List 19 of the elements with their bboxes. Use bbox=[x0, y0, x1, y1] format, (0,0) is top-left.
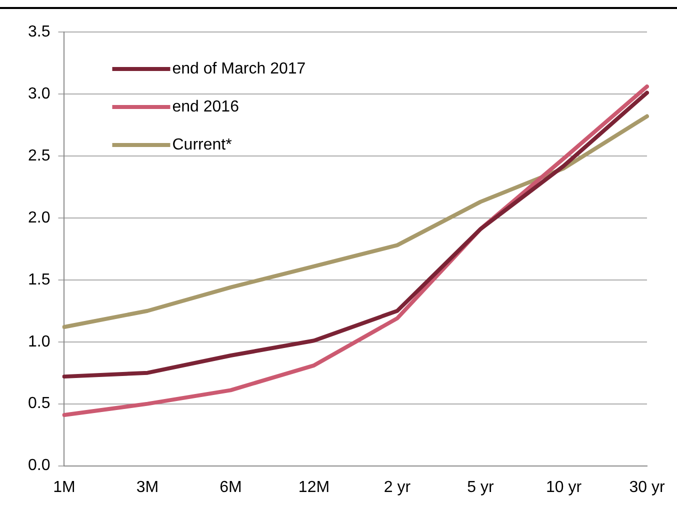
y-tick-label: 3.0 bbox=[28, 85, 50, 102]
x-tick-label: 12M bbox=[298, 478, 330, 496]
y-tick-label: 0.0 bbox=[28, 457, 50, 474]
x-tick-label: 5 yr bbox=[467, 478, 495, 496]
x-tick-label: 10 yr bbox=[546, 478, 582, 496]
x-tick-label: 2 yr bbox=[384, 478, 412, 496]
y-tick-label: 2.5 bbox=[28, 147, 50, 164]
legend-label: end of March 2017 bbox=[172, 60, 306, 78]
y-tick-label: 1.0 bbox=[28, 333, 50, 350]
y-tick-label: 2.0 bbox=[28, 209, 50, 226]
y-tick-label: 1.5 bbox=[28, 271, 50, 288]
x-tick-label: 1M bbox=[53, 478, 76, 496]
x-tick-label: 30 yr bbox=[629, 478, 666, 496]
legend-label: Current* bbox=[172, 136, 232, 154]
y-tick-label: 0.5 bbox=[28, 395, 50, 412]
legend-label: end 2016 bbox=[172, 98, 240, 116]
x-tick-label: 6M bbox=[220, 478, 242, 496]
x-tick-label: 3M bbox=[136, 478, 159, 496]
y-tick-label: 3.5 bbox=[28, 23, 50, 40]
